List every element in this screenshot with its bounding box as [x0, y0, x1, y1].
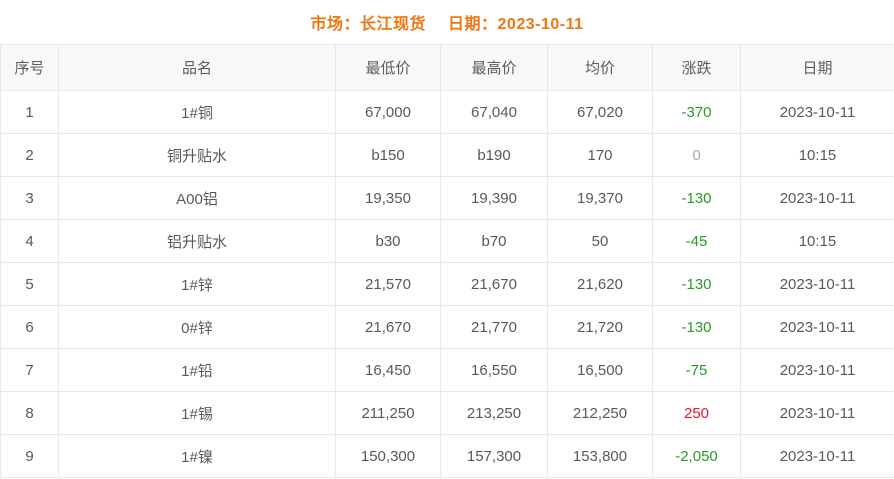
cell-low-price: 21,570	[335, 262, 441, 306]
cell-high-price: b190	[440, 133, 548, 177]
cell-date: 2023-10-11	[740, 176, 894, 220]
col-header-avg-price: 均价	[547, 44, 653, 91]
cell-avg-price: 153,800	[547, 434, 653, 478]
table-row: 5 1#锌 21,570 21,670 21,620 -130 2023-10-…	[0, 262, 894, 306]
cell-low-price: 211,250	[335, 391, 441, 435]
cell-avg-price: 67,020	[547, 90, 653, 134]
cell-date: 2023-10-11	[740, 90, 894, 134]
cell-avg-price: 170	[547, 133, 653, 177]
cell-change: 250	[652, 391, 741, 435]
date-label: 日期：2023-10-11	[448, 16, 584, 33]
col-header-index: 序号	[0, 44, 59, 91]
table-row: 8 1#锡 211,250 213,250 212,250 250 2023-1…	[0, 391, 894, 435]
table-row: 4 铝升贴水 b30 b70 50 -45 10:15	[0, 219, 894, 263]
cell-low-price: 21,670	[335, 305, 441, 349]
table-row: 3 A00铝 19,350 19,390 19,370 -130 2023-10…	[0, 176, 894, 220]
cell-high-price: 16,550	[440, 348, 548, 392]
cell-date: 10:15	[740, 219, 894, 263]
cell-product-name: 铝升贴水	[58, 219, 336, 263]
cell-product-name: 1#锌	[58, 262, 336, 306]
col-header-product: 品名	[58, 44, 336, 91]
cell-change: -45	[652, 219, 741, 263]
cell-index: 2	[0, 133, 59, 177]
cell-index: 6	[0, 305, 59, 349]
col-header-date: 日期	[740, 44, 894, 91]
cell-index: 4	[0, 219, 59, 263]
cell-index: 5	[0, 262, 59, 306]
cell-high-price: 19,390	[440, 176, 548, 220]
cell-avg-price: 21,720	[547, 305, 653, 349]
market-label: 市场：长江现货	[310, 16, 427, 33]
cell-date: 2023-10-11	[740, 391, 894, 435]
cell-change: -370	[652, 90, 741, 134]
col-header-low-price: 最低价	[335, 44, 441, 91]
cell-low-price: 150,300	[335, 434, 441, 478]
cell-change: -75	[652, 348, 741, 392]
cell-low-price: b150	[335, 133, 441, 177]
cell-product-name: 1#镍	[58, 434, 336, 478]
cell-product-name: 1#锡	[58, 391, 336, 435]
cell-change: -2,050	[652, 434, 741, 478]
page-title: 市场：长江现货 日期：2023-10-11	[0, 0, 894, 44]
cell-low-price: 19,350	[335, 176, 441, 220]
cell-change: -130	[652, 176, 741, 220]
cell-product-name: A00铝	[58, 176, 336, 220]
cell-product-name: 1#铜	[58, 90, 336, 134]
cell-change: 0	[652, 133, 741, 177]
cell-index: 8	[0, 391, 59, 435]
cell-avg-price: 212,250	[547, 391, 653, 435]
cell-avg-price: 21,620	[547, 262, 653, 306]
cell-date: 2023-10-11	[740, 348, 894, 392]
cell-index: 3	[0, 176, 59, 220]
cell-high-price: b70	[440, 219, 548, 263]
table-row: 1 1#铜 67,000 67,040 67,020 -370 2023-10-…	[0, 90, 894, 134]
cell-product-name: 0#锌	[58, 305, 336, 349]
cell-index: 1	[0, 90, 59, 134]
cell-change: -130	[652, 262, 741, 306]
cell-index: 7	[0, 348, 59, 392]
cell-date: 2023-10-11	[740, 305, 894, 349]
cell-avg-price: 50	[547, 219, 653, 263]
table-row: 2 铜升贴水 b150 b190 170 0 10:15	[0, 133, 894, 177]
price-table: 序号 品名 最低价 最高价 均价 涨跌 日期 1 1#铜 67,000 67,0…	[0, 44, 894, 478]
cell-high-price: 157,300	[440, 434, 548, 478]
cell-date: 2023-10-11	[740, 434, 894, 478]
cell-date: 10:15	[740, 133, 894, 177]
cell-low-price: 16,450	[335, 348, 441, 392]
table-header-row: 序号 品名 最低价 最高价 均价 涨跌 日期	[0, 44, 894, 91]
cell-high-price: 213,250	[440, 391, 548, 435]
table-row: 7 1#铅 16,450 16,550 16,500 -75 2023-10-1…	[0, 348, 894, 392]
cell-change: -130	[652, 305, 741, 349]
col-header-high-price: 最高价	[440, 44, 548, 91]
table-row: 9 1#镍 150,300 157,300 153,800 -2,050 202…	[0, 434, 894, 478]
cell-date: 2023-10-11	[740, 262, 894, 306]
cell-index: 9	[0, 434, 59, 478]
cell-product-name: 1#铅	[58, 348, 336, 392]
cell-low-price: b30	[335, 219, 441, 263]
col-header-change: 涨跌	[652, 44, 741, 91]
cell-high-price: 21,770	[440, 305, 548, 349]
cell-product-name: 铜升贴水	[58, 133, 336, 177]
cell-low-price: 67,000	[335, 90, 441, 134]
cell-avg-price: 16,500	[547, 348, 653, 392]
table-body: 1 1#铜 67,000 67,040 67,020 -370 2023-10-…	[0, 90, 894, 478]
cell-avg-price: 19,370	[547, 176, 653, 220]
cell-high-price: 67,040	[440, 90, 548, 134]
cell-high-price: 21,670	[440, 262, 548, 306]
table-row: 6 0#锌 21,670 21,770 21,720 -130 2023-10-…	[0, 305, 894, 349]
